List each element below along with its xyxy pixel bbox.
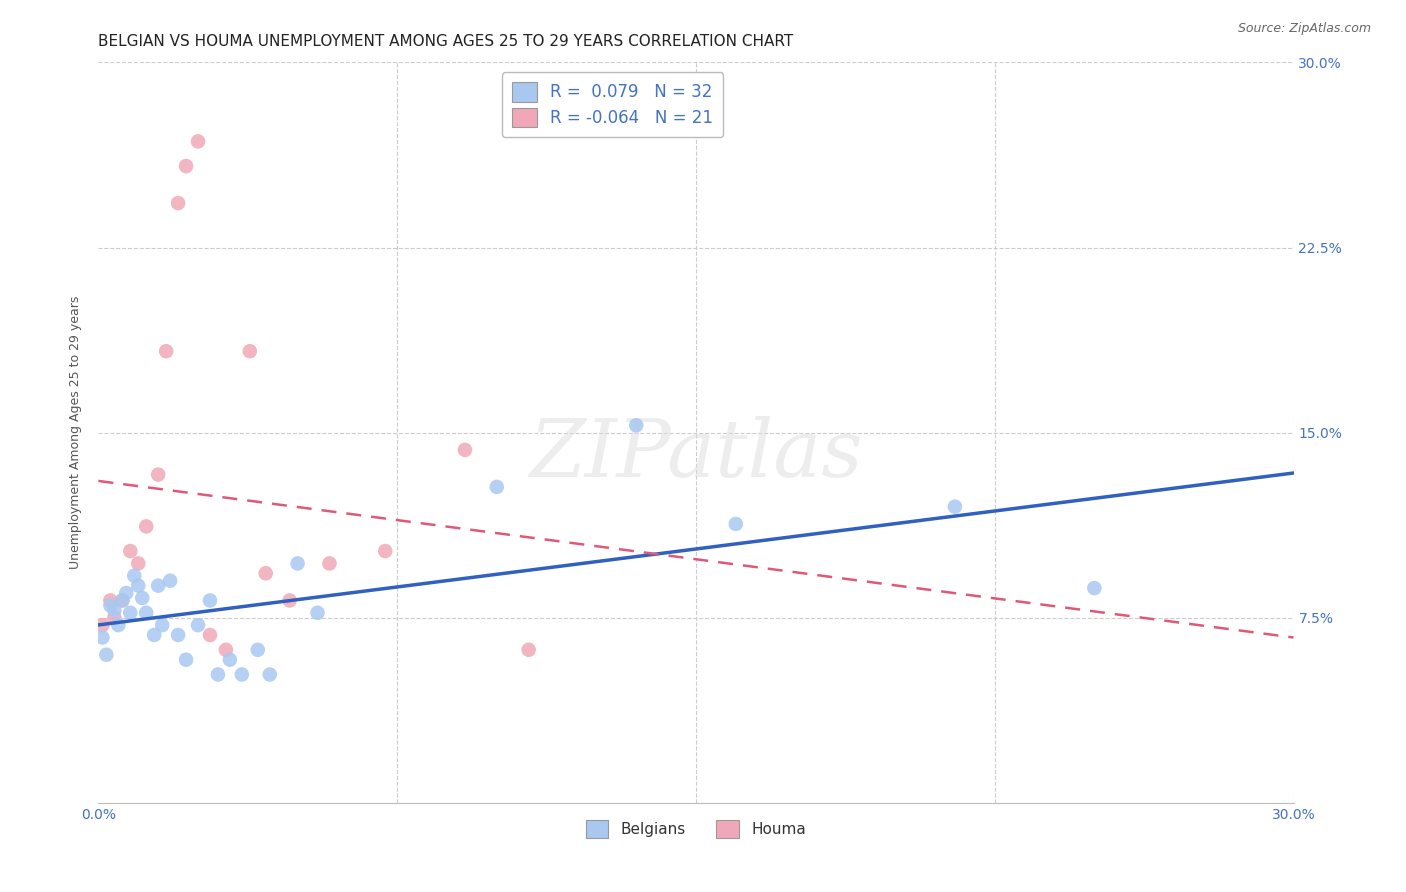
Point — [124, 568, 146, 582]
Point — [307, 606, 329, 620]
Point — [120, 606, 142, 620]
Point — [143, 628, 166, 642]
Point — [148, 579, 170, 593]
Text: ZIPatlas: ZIPatlas — [529, 416, 863, 493]
Point — [135, 519, 157, 533]
Point — [231, 667, 253, 681]
Point — [517, 642, 540, 657]
Point — [485, 480, 508, 494]
Y-axis label: Unemployment Among Ages 25 to 29 years: Unemployment Among Ages 25 to 29 years — [69, 296, 83, 569]
Point — [120, 544, 142, 558]
Text: BELGIAN VS HOUMA UNEMPLOYMENT AMONG AGES 25 TO 29 YEARS CORRELATION CHART: BELGIAN VS HOUMA UNEMPLOYMENT AMONG AGES… — [98, 34, 793, 49]
Point — [187, 618, 209, 632]
Point — [174, 159, 197, 173]
Point — [254, 566, 277, 581]
Point — [207, 667, 229, 681]
Point — [278, 593, 301, 607]
Point — [318, 557, 340, 571]
Point — [215, 642, 238, 657]
Point — [150, 618, 173, 632]
Point — [167, 196, 190, 211]
Point — [131, 591, 153, 605]
Point — [111, 593, 134, 607]
Point — [98, 599, 122, 613]
Point — [103, 610, 125, 624]
Point — [148, 467, 170, 482]
Point — [259, 667, 281, 681]
Point — [198, 593, 221, 607]
Point — [219, 653, 242, 667]
Point — [246, 642, 269, 657]
Point — [135, 606, 157, 620]
Point — [107, 618, 129, 632]
Point — [103, 603, 125, 617]
Point — [187, 135, 209, 149]
Point — [115, 586, 138, 600]
Point — [1083, 581, 1105, 595]
Point — [239, 344, 262, 359]
Point — [287, 557, 309, 571]
Legend: Belgians, Houma: Belgians, Houma — [576, 811, 815, 847]
Point — [374, 544, 396, 558]
Point — [111, 593, 134, 607]
Point — [155, 344, 177, 359]
Text: Source: ZipAtlas.com: Source: ZipAtlas.com — [1237, 22, 1371, 36]
Point — [127, 579, 149, 593]
Point — [167, 628, 190, 642]
Point — [198, 628, 221, 642]
Point — [454, 442, 477, 457]
Point — [127, 557, 149, 571]
Point — [98, 593, 122, 607]
Point — [91, 618, 114, 632]
Point — [943, 500, 966, 514]
Point — [626, 418, 648, 433]
Point — [174, 653, 197, 667]
Point — [724, 516, 747, 531]
Point — [96, 648, 118, 662]
Point — [91, 631, 114, 645]
Point — [159, 574, 181, 588]
